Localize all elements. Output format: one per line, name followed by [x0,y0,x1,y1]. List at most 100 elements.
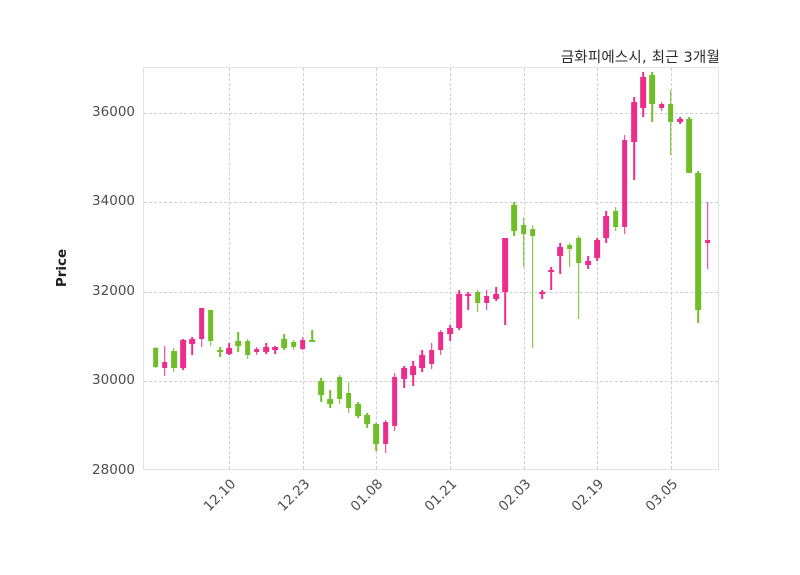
candlestick-body [327,399,334,404]
candlestick-body [391,376,398,427]
gridline-vertical [302,68,304,469]
candlestick-body [336,376,343,400]
candlestick-wick [191,336,194,355]
candlestick-body [382,421,389,445]
candlestick-body [594,240,601,259]
candlestick-body [161,362,168,368]
candlestick-body [364,415,370,424]
candlestick-body [207,309,214,342]
gridline-horizontal [144,202,718,204]
candlestick-body [272,346,278,351]
candlestick-body [603,215,610,239]
candlestick-body [695,173,702,310]
candlestick-body [299,340,306,350]
y-tick-label: 36000 [92,103,135,120]
candlestick-body [667,103,674,122]
gridline-vertical [376,68,378,469]
candlestick-wick [550,267,552,290]
candlestick-body [677,119,683,122]
candlestick-body [483,296,490,304]
gridline-horizontal [144,381,718,383]
candlestick-body [171,350,177,368]
gridline-horizontal [144,291,718,293]
x-tick-label: 02.03 [495,476,534,515]
y-tick-label: 34000 [92,193,135,210]
chart-title: 금화피에스시, 최근 3개월 [560,50,720,66]
plot-area [143,67,719,470]
y-tick-label: 32000 [92,282,135,299]
x-tick-label: 02.19 [568,476,608,515]
candlestick-body [704,240,711,243]
candlestick-body [419,354,426,368]
candlestick-body [621,139,628,227]
candlestick-body [345,392,352,409]
candlestick-body [493,294,499,299]
candlestick-body [575,238,582,263]
candlestick-body [474,291,481,304]
y-axis-label: Price [54,248,70,288]
candlestick-body [520,224,527,234]
candlestick-body [529,229,536,236]
candlestick-body [612,211,619,227]
candlestick-body [511,204,518,232]
candlestick-wick [163,345,166,376]
candlestick-wick [311,329,313,343]
candlestick-body [548,269,555,272]
candlestick-body [502,238,508,292]
candlestick-body [152,347,159,367]
candlestick-body [318,381,324,395]
candlestick-wick [568,242,571,268]
candlestick-body [539,291,545,295]
candlestick-wick [669,90,672,156]
candlestick-body [281,338,288,348]
gridline-vertical [523,68,525,469]
candlestick-body [428,350,435,364]
candlestick-body [253,348,260,353]
candlestick-body [290,342,297,347]
candlestick-body [566,244,573,250]
candlestick-body [640,76,647,109]
gridline-vertical [229,68,231,469]
candlestick-body [649,74,656,104]
candlestick-body [263,346,269,353]
candlestick-body [465,294,472,297]
candlestick-wick [541,289,543,299]
gridline-vertical [449,68,451,469]
candlestick-body [180,339,186,368]
candlestick-wick [504,267,506,326]
candlestick-body [355,403,361,417]
candlestick-body [447,327,453,335]
candlestick-body [244,341,251,355]
candlestick-body [410,365,416,375]
gridline-vertical [597,68,599,469]
candlestick-wick [522,218,525,268]
candlestick-body [557,247,564,257]
candlestick-wick [706,202,709,270]
candlestick-body [189,338,196,345]
x-tick-label: 01.21 [421,476,461,515]
x-tick-label: 03.05 [642,476,682,515]
candlestick-body [658,103,665,109]
candlestick-body [456,294,462,328]
candlestick-body [309,340,315,343]
candlestick-body [373,423,380,445]
x-tick-label: 12.23 [274,476,314,515]
candlestick-wick [559,242,562,274]
candlestick-body [235,341,242,346]
candlestick-body [631,101,637,142]
y-tick-label: 30000 [92,372,135,389]
x-tick-label: 01.08 [347,476,387,515]
candlestick-body [686,119,693,174]
candlestick-wick [495,287,497,301]
candlestick-body [401,368,407,380]
candlestick-wick [577,235,580,319]
candlestick-body [437,332,444,351]
y-tick-label: 28000 [92,462,135,478]
candlestick-body [198,308,205,339]
candlestick-body [226,347,232,354]
candlestick-body [217,350,223,353]
candlestick-wick [467,291,470,310]
x-tick-label: 12.10 [200,476,240,515]
candlestick-wick [531,224,534,348]
